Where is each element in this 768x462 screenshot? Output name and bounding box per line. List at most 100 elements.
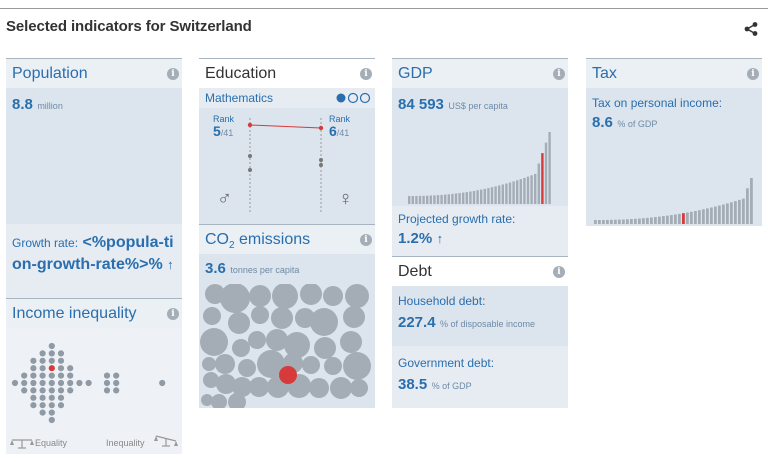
info-icon[interactable]: i — [553, 266, 565, 278]
gdp-value: 84 593 — [398, 96, 444, 113]
distribution-bar — [674, 214, 677, 224]
distribution-bar — [469, 191, 472, 204]
tax-title: Tax — [592, 65, 617, 82]
distribution-bar — [476, 190, 479, 204]
co2-bubble — [211, 394, 227, 408]
population-growth-value: <%popula-tion-growth-rate%>% — [12, 234, 174, 273]
co2-bubble — [257, 350, 285, 378]
top-divider — [0, 8, 768, 9]
distribution-bar — [706, 208, 709, 224]
distribution-bar — [487, 188, 490, 204]
distribution-bar — [658, 216, 661, 224]
household-debt-label: Household debt: — [398, 294, 486, 308]
scale-equality-icon — [10, 439, 34, 449]
distribution-bar — [451, 193, 454, 204]
distribution-dot — [159, 379, 166, 387]
co2-bubble — [266, 329, 288, 351]
distribution-dot — [48, 409, 55, 416]
distribution-bar — [490, 187, 494, 204]
gdp-growth-value: 1.2% — [398, 230, 433, 247]
tax-unit: % of GDP — [617, 119, 658, 129]
co2-bubble-chart — [200, 284, 371, 408]
info-icon[interactable]: i — [167, 308, 179, 320]
distribution-bar — [472, 190, 476, 204]
co2-bubble — [345, 284, 369, 308]
distribution-dot — [48, 416, 55, 424]
distribution-bar — [483, 188, 486, 204]
distribution-bar — [411, 196, 414, 204]
population-header: Population i — [6, 58, 182, 88]
income-inequality-header: Income inequality i — [6, 298, 182, 328]
co2-bubble — [300, 284, 322, 305]
distribution-bar — [494, 186, 497, 204]
co2-title: CO2 emissions — [205, 231, 311, 252]
distribution-bar — [436, 195, 440, 204]
household-debt-unit: % of disposable income — [440, 319, 536, 329]
household-debt-value: 227.4 — [398, 314, 436, 331]
distribution-bar — [505, 183, 508, 204]
gdp-growth-label: Projected growth rate: — [398, 212, 516, 226]
co2-bubble-switzerland — [279, 366, 297, 384]
distribution-dot — [57, 365, 65, 372]
distribution-bar — [686, 212, 689, 224]
subject-selector[interactable] — [335, 92, 371, 104]
distribution-bar — [534, 173, 537, 204]
distribution-dot — [57, 387, 65, 394]
distribution-bar — [444, 194, 447, 204]
co2-bubble — [343, 352, 371, 380]
distribution-dot — [48, 357, 55, 364]
distribution-bar — [614, 219, 617, 224]
government-debt-value: 38.5 — [398, 376, 428, 393]
population-title: Population — [12, 65, 88, 82]
co2-bubble — [228, 393, 246, 408]
education-title: Education — [205, 65, 277, 82]
distribution-bar — [714, 206, 717, 224]
co2-bubble — [232, 377, 252, 397]
highlight-bar — [682, 213, 685, 224]
distribution-dot — [21, 379, 28, 387]
co2-bubble — [302, 356, 320, 374]
rank-value-female: 6 — [329, 123, 337, 139]
rank-comparison-chart — [247, 118, 324, 212]
gdp-header: GDP i — [392, 58, 568, 88]
co2-bubble — [215, 354, 235, 374]
co2-bubble — [249, 377, 269, 397]
distribution-dot — [85, 379, 92, 387]
distribution-dot — [67, 365, 74, 372]
distribution-bar — [465, 192, 468, 204]
distribution-bar — [702, 209, 705, 224]
distribution-dot — [30, 372, 37, 379]
rank-label-female: Rank — [329, 114, 351, 124]
info-icon[interactable]: i — [747, 68, 759, 80]
distribution-bar — [422, 195, 425, 204]
distribution-dot — [57, 357, 65, 364]
up-arrow-icon: ↑ — [167, 257, 174, 272]
share-icon[interactable] — [743, 21, 759, 37]
distribution-dot — [30, 394, 37, 401]
highlight-dot — [48, 365, 55, 372]
female-icon: ♀ — [338, 188, 353, 210]
distribution-bar — [418, 195, 422, 204]
tax-card: Tax i Tax on personal income: 8.6 % of G… — [586, 58, 762, 226]
distribution-bar — [598, 220, 601, 224]
info-icon[interactable]: i — [553, 68, 565, 80]
distribution-bar — [544, 142, 548, 204]
distribution-dot — [39, 379, 46, 387]
distribution-dot — [48, 342, 55, 350]
distribution-dot — [48, 350, 55, 357]
distribution-bar — [734, 201, 737, 224]
distribution-bar — [523, 177, 526, 204]
info-icon[interactable]: i — [360, 234, 372, 246]
distribution-bar — [710, 207, 713, 224]
co2-value: 3.6 — [205, 260, 226, 277]
info-icon[interactable]: i — [167, 68, 179, 80]
co2-bubble — [343, 306, 365, 328]
income-dot-plot — [11, 342, 166, 424]
population-unit: million — [37, 101, 63, 111]
co2-bubble — [249, 285, 271, 307]
co2-panel: 3.6 tonnes per capita — [199, 254, 375, 408]
info-icon[interactable]: i — [360, 68, 372, 80]
co2-bubble — [340, 331, 362, 353]
co2-unit: tonnes per capita — [230, 265, 300, 275]
co2-bubble — [203, 307, 221, 325]
